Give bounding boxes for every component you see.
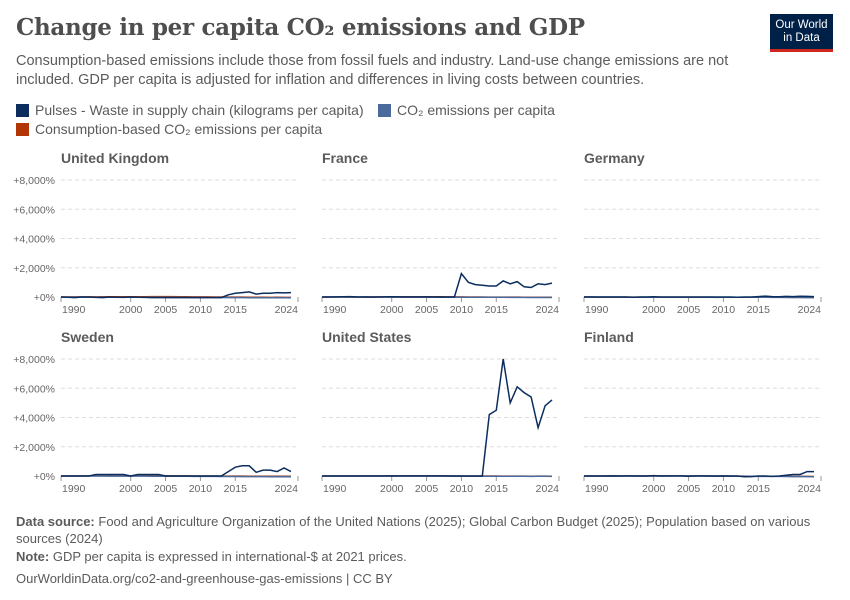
note: Note: GDP per capita is expressed in int… bbox=[16, 548, 816, 565]
panel-united-states: United States 1990 2000 2005 2010 2015 2024 bbox=[321, 329, 560, 495]
x-tick-label: 2000 bbox=[119, 304, 143, 316]
x-tick-label: 2000 bbox=[642, 304, 666, 316]
x-tick-label: 1990 bbox=[585, 483, 609, 495]
y-tick-label: +6,000% bbox=[13, 204, 55, 216]
series-line-pulses[interactable] bbox=[322, 358, 553, 477]
x-tick-label: 2000 bbox=[380, 304, 404, 316]
y-tick-label: +0% bbox=[34, 471, 55, 483]
panel-france: France 1990 2000 2005 2010 2015 2024 bbox=[321, 150, 560, 316]
legend-item-consumption[interactable]: Consumption-based CO₂ emissions per capi… bbox=[16, 121, 322, 137]
x-tick-label: 2000 bbox=[642, 483, 666, 495]
x-tick-label: 2010 bbox=[450, 304, 474, 316]
x-tick-label: 1990 bbox=[62, 483, 86, 495]
x-tick-label: 2005 bbox=[415, 304, 439, 316]
series-line-pulses[interactable] bbox=[60, 291, 292, 299]
x-tick-label: 1990 bbox=[585, 304, 609, 316]
owid-logo[interactable]: Our World in Data bbox=[770, 14, 833, 52]
x-tick-label: 2000 bbox=[119, 483, 143, 495]
x-tick-label: 2015 bbox=[747, 483, 771, 495]
x-tick-label: 1990 bbox=[323, 304, 347, 316]
x-tick-label: 2024 bbox=[536, 483, 560, 495]
y-tick-label: +4,000% bbox=[13, 413, 55, 425]
x-tick-label: 2024 bbox=[536, 304, 560, 316]
y-tick-label: +8,000% bbox=[13, 354, 55, 366]
source-text: Food and Agriculture Organization of the… bbox=[16, 514, 811, 546]
y-tick-label: +2,000% bbox=[13, 263, 55, 275]
series-line-pulses[interactable] bbox=[584, 470, 814, 478]
legend-swatch bbox=[16, 122, 29, 136]
chart-subtitle: Consumption-based emissions include thos… bbox=[16, 53, 729, 88]
legend-label: CO₂ emissions per capita bbox=[397, 102, 555, 118]
panel-title: Sweden bbox=[61, 329, 114, 345]
x-tick-label: 2010 bbox=[712, 483, 736, 495]
x-tick-label: 2005 bbox=[154, 483, 178, 495]
x-tick-label: 2010 bbox=[189, 483, 213, 495]
x-tick-label: 2005 bbox=[154, 304, 178, 316]
x-tick-label: 2015 bbox=[224, 304, 248, 316]
x-tick-label: 2010 bbox=[712, 304, 736, 316]
legend-item-pulses[interactable]: Pulses - Waste in supply chain (kilogram… bbox=[16, 102, 364, 118]
x-tick-label: 2010 bbox=[189, 304, 213, 316]
panel-sweden: Sweden +0% +2,000% +4,000% +6,000% +8,000% 199… bbox=[13, 329, 299, 495]
legend-swatch bbox=[378, 103, 391, 117]
series-line-pulses[interactable] bbox=[61, 465, 292, 477]
chart-title: Change in per capita CO₂ emissions and G… bbox=[16, 14, 585, 41]
panel-germany: Germany 1990 2000 2005 2010 2015 2024 bbox=[583, 150, 822, 316]
y-tick-label: +4,000% bbox=[13, 234, 55, 246]
note-text: GDP per capita is expressed in internati… bbox=[52, 549, 407, 564]
y-tick-label: +2,000% bbox=[13, 442, 55, 454]
legend-label: Pulses - Waste in supply chain (kilogram… bbox=[35, 102, 364, 118]
x-tick-label: 2015 bbox=[485, 483, 509, 495]
x-tick-label: 2015 bbox=[224, 483, 248, 495]
panel-finland: Finland 1990 2000 2005 2010 2015 2024 bbox=[583, 329, 822, 495]
legend-item-co2[interactable]: CO₂ emissions per capita bbox=[378, 102, 555, 118]
legend-label: Consumption-based CO₂ emissions per capi… bbox=[35, 121, 323, 137]
x-tick-label: 2010 bbox=[450, 483, 474, 495]
note-label: Note: bbox=[16, 549, 50, 564]
data-source: Data source: Food and Agriculture Organi… bbox=[16, 513, 816, 547]
legend-swatch bbox=[16, 103, 29, 117]
series-line-pulses[interactable] bbox=[322, 272, 553, 298]
x-tick-label: 2005 bbox=[677, 304, 701, 316]
small-multiples-chart: United Kingdom +0% +2,000% +4,000% +6,000% +8… bbox=[13, 150, 822, 495]
panel-title: Finland bbox=[584, 329, 634, 345]
source-url[interactable]: OurWorldinData.org/co2-and-greenhouse-ga… bbox=[16, 571, 393, 586]
y-tick-label: +6,000% bbox=[13, 383, 55, 395]
x-tick-label: 1990 bbox=[62, 304, 86, 316]
y-tick-label: +8,000% bbox=[13, 175, 55, 187]
panel-title: Germany bbox=[584, 150, 645, 166]
source-label: Data source: bbox=[16, 514, 95, 529]
panel-title: United States bbox=[322, 329, 412, 345]
x-tick-label: 1990 bbox=[323, 483, 347, 495]
panel-united-kingdom: United Kingdom +0% +2,000% +4,000% +6,000% +8… bbox=[13, 150, 299, 316]
x-tick-label: 2024 bbox=[798, 304, 822, 316]
series-line-pulses[interactable] bbox=[584, 295, 815, 299]
x-tick-label: 2015 bbox=[485, 304, 509, 316]
x-tick-label: 2024 bbox=[798, 483, 822, 495]
x-tick-label: 2024 bbox=[275, 304, 299, 316]
panel-title: United Kingdom bbox=[61, 150, 169, 166]
x-tick-label: 2005 bbox=[415, 483, 439, 495]
x-tick-label: 2000 bbox=[380, 483, 404, 495]
x-tick-label: 2024 bbox=[275, 483, 299, 495]
panel-title: France bbox=[322, 150, 368, 166]
y-tick-label: +0% bbox=[34, 292, 55, 304]
x-tick-label: 2005 bbox=[677, 483, 701, 495]
x-tick-label: 2015 bbox=[747, 304, 771, 316]
